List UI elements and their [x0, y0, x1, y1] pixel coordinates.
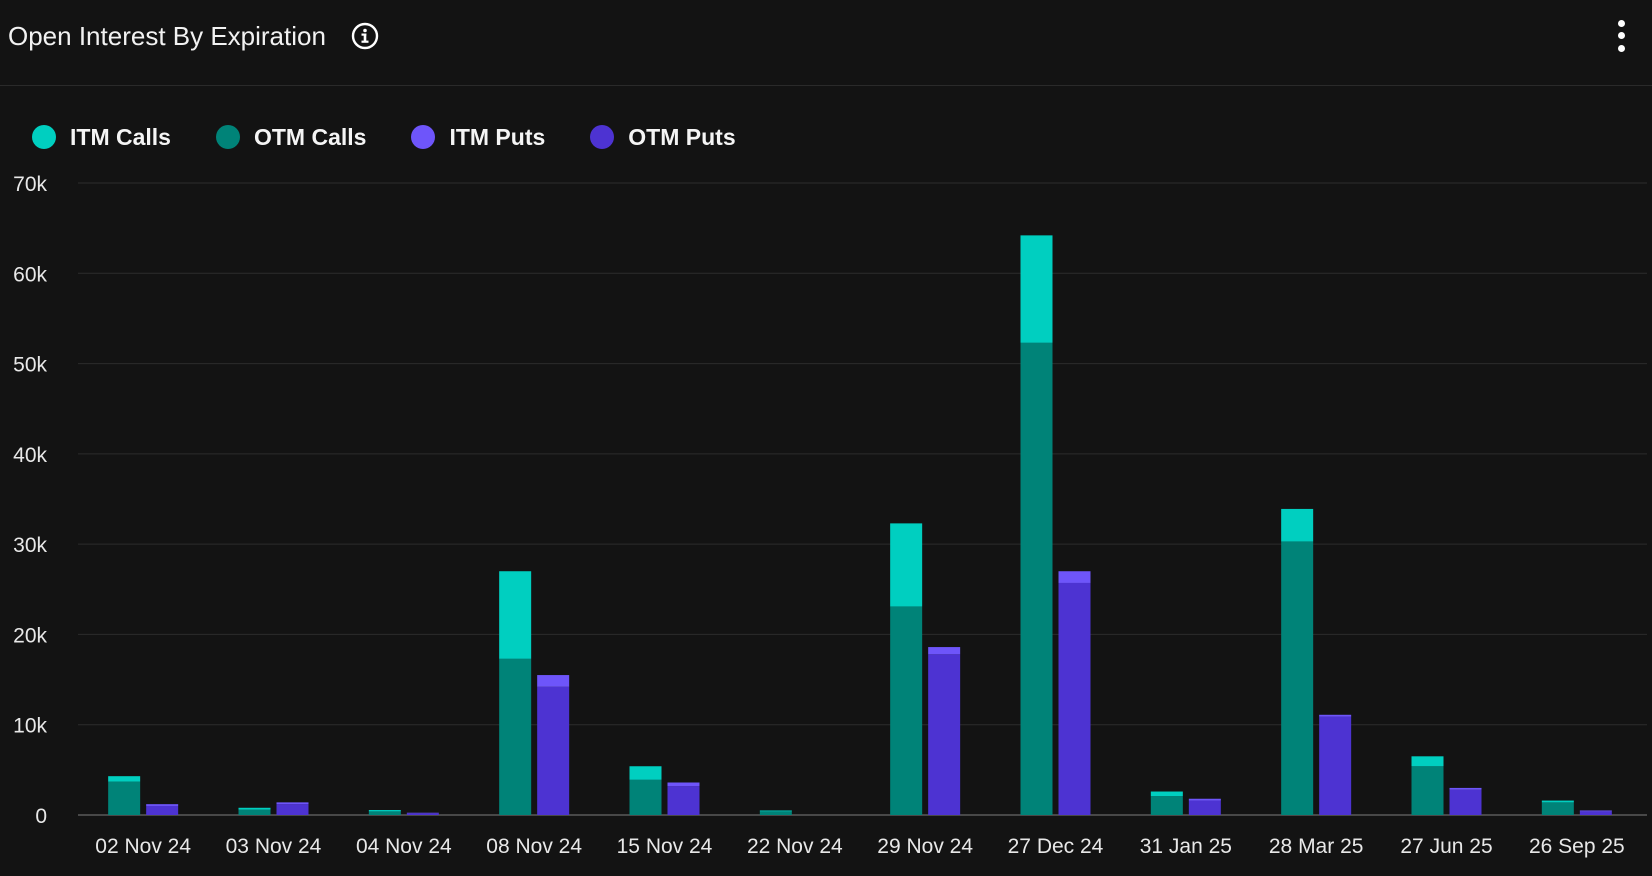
y-tick-label: 10k	[13, 715, 47, 738]
bar-itm-calls	[1281, 508, 1314, 542]
x-tick-label: 29 Nov 24	[877, 835, 973, 858]
legend-label: OTM Puts	[628, 123, 736, 150]
bar-otm-puts	[537, 686, 570, 815]
bar-otm-puts	[1319, 716, 1352, 815]
legend-dot-itm-calls	[32, 125, 56, 149]
bar-itm-calls	[368, 810, 401, 812]
bar-itm-puts	[1188, 798, 1221, 801]
bar-itm-calls	[238, 807, 271, 810]
bar-itm-calls	[759, 810, 792, 812]
bar-otm-calls	[1150, 796, 1183, 815]
y-tick-label: 0	[35, 805, 47, 828]
info-icon[interactable]	[351, 22, 379, 50]
x-tick-label: 31 Jan 25	[1140, 835, 1232, 858]
y-tick-label: 30k	[13, 534, 47, 557]
bar-itm-puts	[1449, 787, 1482, 790]
chart-title: Open Interest By Expiration	[8, 21, 326, 51]
x-tick-label: 26 Sep 25	[1529, 835, 1625, 858]
bar-itm-calls	[1020, 235, 1053, 343]
more-vertical-icon[interactable]	[1612, 18, 1632, 54]
legend-label: ITM Puts	[449, 123, 546, 150]
bar-otm-calls	[108, 781, 141, 815]
x-tick-label: 15 Nov 24	[617, 835, 713, 858]
bar-otm-calls	[1020, 342, 1053, 815]
bar-itm-calls	[108, 776, 141, 782]
bar-otm-puts	[667, 786, 700, 815]
legend-item-itm-calls[interactable]: ITM Calls	[32, 124, 171, 151]
bar-itm-puts	[667, 782, 700, 787]
bar-otm-calls	[759, 811, 792, 815]
chart-legend: ITM Calls OTM Calls ITM Puts OTM Puts	[32, 120, 781, 154]
x-tick-label: 27 Dec 24	[1008, 835, 1104, 858]
y-tick-label: 60k	[13, 263, 47, 286]
bar-otm-puts	[1579, 811, 1612, 815]
legend-dot-itm-puts	[411, 125, 436, 149]
bar-otm-puts	[1188, 800, 1221, 815]
x-tick-label: 03 Nov 24	[226, 835, 322, 858]
bar-otm-calls	[368, 811, 401, 815]
bar-itm-calls	[629, 766, 662, 780]
bar-otm-puts	[146, 805, 179, 815]
x-tick-label: 02 Nov 24	[95, 835, 191, 858]
bar-itm-calls	[1411, 756, 1444, 767]
bar-otm-calls	[890, 606, 923, 815]
y-tick-label: 20k	[13, 624, 47, 647]
bar-otm-puts	[1449, 789, 1482, 815]
x-tick-label: 04 Nov 24	[356, 835, 452, 858]
x-tick-label: 08 Nov 24	[486, 835, 582, 858]
bar-itm-puts	[1058, 571, 1091, 583]
bar-itm-calls	[499, 571, 532, 659]
y-tick-label: 70k	[13, 173, 47, 196]
x-tick-label: 27 Jun 25	[1400, 835, 1492, 858]
bar-itm-puts	[928, 647, 961, 655]
bar-otm-calls	[238, 809, 271, 815]
bar-itm-puts	[1319, 714, 1352, 717]
bar-otm-puts	[1058, 582, 1091, 815]
bar-itm-calls	[890, 523, 923, 607]
legend-dot-otm-puts	[590, 125, 615, 149]
chart-header: Open Interest By Expiration	[0, 0, 1652, 86]
y-tick-label: 50k	[13, 354, 47, 377]
bar-otm-calls	[499, 658, 532, 815]
legend-item-otm-calls[interactable]: OTM Calls	[215, 123, 367, 151]
bar-itm-puts	[537, 675, 570, 687]
bar-itm-calls	[1541, 800, 1574, 803]
legend-label: ITM Calls	[70, 123, 171, 150]
bar-otm-puts	[406, 813, 439, 815]
bar-itm-puts	[1579, 810, 1612, 812]
legend-item-itm-puts[interactable]: ITM Puts	[411, 124, 545, 151]
legend-label: OTM Calls	[253, 123, 367, 150]
bar-otm-calls	[629, 779, 662, 815]
bar-otm-calls	[1411, 766, 1444, 815]
x-tick-label: 28 Mar 25	[1269, 835, 1364, 858]
bar-otm-calls	[1281, 541, 1314, 815]
y-tick-label: 40k	[13, 444, 47, 467]
legend-dot-otm-calls	[215, 125, 240, 149]
bar-itm-puts	[146, 804, 179, 806]
x-tick-label: 22 Nov 24	[747, 835, 843, 858]
legend-item-otm-puts[interactable]: OTM Puts	[590, 123, 736, 151]
bar-otm-puts	[276, 804, 309, 815]
bar-itm-calls	[1150, 791, 1183, 797]
bar-otm-calls	[1541, 802, 1574, 815]
bar-otm-puts	[928, 654, 961, 815]
bar-itm-puts	[276, 802, 309, 805]
